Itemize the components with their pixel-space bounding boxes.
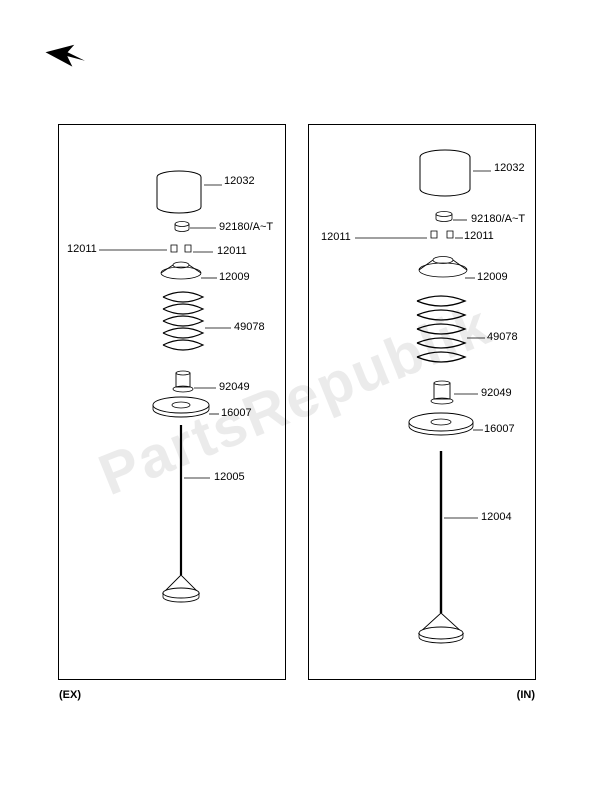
seat-icon [407,411,475,435]
valve-icon [415,451,467,647]
leader [473,168,493,174]
label-valve: 12005 [214,471,245,483]
leader [453,217,469,223]
label-tappet: 12032 [224,175,255,187]
leader [201,275,219,281]
label-seat: 16007 [484,423,515,435]
label-cotter-right: 12011 [217,245,247,257]
label-cotter-right: 12011 [464,230,494,242]
leader [467,335,487,341]
label-seal: 92049 [481,387,512,399]
leader [194,385,218,391]
tappet-icon [154,170,204,215]
panel-label-in: (IN) [517,689,535,701]
leader [209,411,221,417]
spring-icon [159,289,207,359]
leader [465,275,477,281]
label-seat: 16007 [221,407,252,419]
label-spring: 49078 [234,321,265,333]
cotter-icon [169,243,193,255]
label-spring: 49078 [487,331,518,343]
seat-icon [151,395,211,417]
retainer-icon [417,253,469,279]
leader [205,325,233,331]
valve-icon [159,425,203,605]
panel-ex: (EX) 12032 92180/A~T 12011 12011 [58,124,286,680]
label-retainer: 12009 [477,271,508,283]
seal-icon [430,381,454,405]
tappet-icon [417,149,473,197]
seal-icon [172,371,194,393]
nav-arrow-icon [45,44,85,74]
panel-in: (IN) 12032 92180/A~T 12011 12011 [308,124,536,680]
leader [444,515,480,521]
leader [473,427,485,433]
leader [455,235,465,241]
shim-icon [435,211,453,223]
leader [193,249,215,255]
label-cotter-left: 12011 [321,231,351,243]
leader [355,235,429,241]
retainer-icon [159,259,203,281]
leader [99,247,169,253]
leader [184,475,212,481]
label-tappet: 12032 [494,162,525,174]
panel-label-ex: (EX) [59,689,81,701]
leader [190,225,218,231]
leader [204,182,224,188]
diagram-container: PartsRepublik (EX) 12032 92180/A~T 12011 [0,0,589,799]
leader [454,391,480,397]
label-shim: 92180/A~T [219,221,273,233]
spring-icon [413,293,469,371]
label-cotter-left: 12011 [67,243,97,255]
label-shim: 92180/A~T [471,213,525,225]
label-retainer: 12009 [219,271,250,283]
label-valve: 12004 [481,511,512,523]
label-seal: 92049 [219,381,250,393]
shim-icon [174,221,190,233]
cotter-icon [429,229,455,241]
